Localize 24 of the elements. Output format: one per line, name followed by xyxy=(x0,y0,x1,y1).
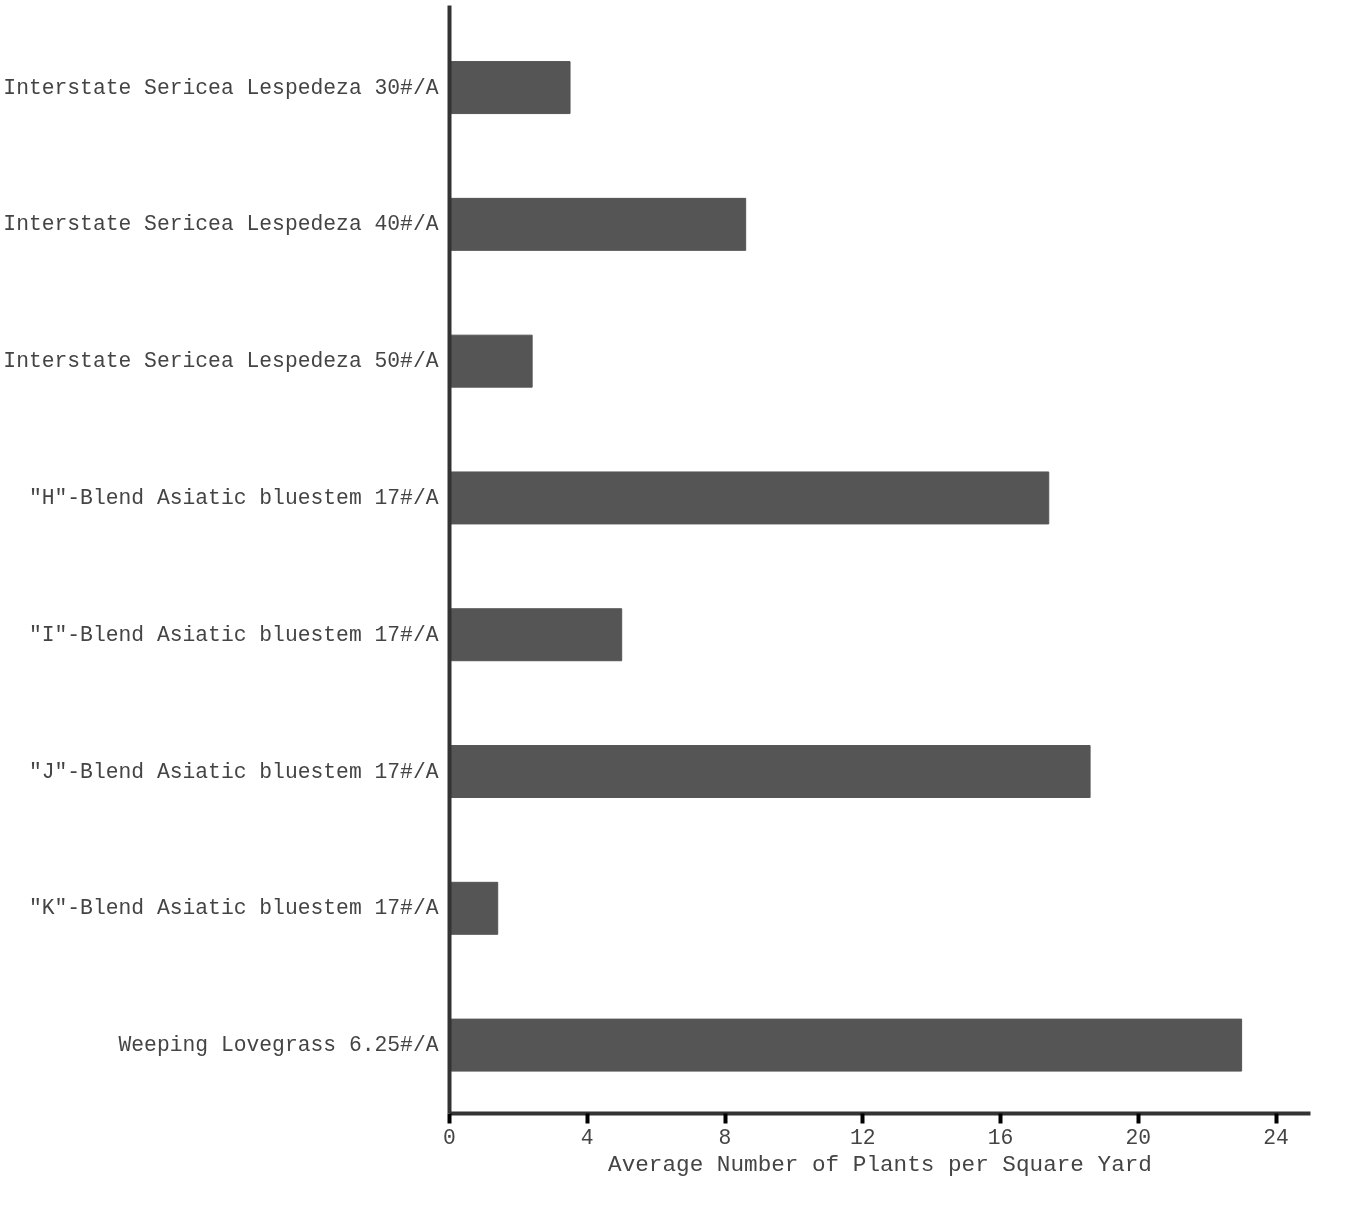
x-tick-label: 16 xyxy=(987,1125,1014,1150)
bar xyxy=(449,881,499,935)
bar xyxy=(449,745,1091,799)
y-tick-label: Interstate Sericea Lespedeza 30#/A xyxy=(3,75,439,100)
bar xyxy=(449,1018,1243,1072)
y-tick-label: Weeping Lovegrass 6.25#/A xyxy=(118,1033,439,1058)
x-tick-label: 4 xyxy=(580,1125,594,1150)
y-tick-label: Interstate Sericea Lespedeza 50#/A xyxy=(3,349,439,374)
bar xyxy=(449,61,571,115)
y-tick-label: "H"-Blend Asiatic bluestem 17#/A xyxy=(28,485,439,510)
x-tick-label: 12 xyxy=(849,1125,876,1150)
x-tick-label: 0 xyxy=(443,1125,456,1150)
y-tick-label: "J"-Blend Asiatic bluestem 17#/A xyxy=(28,759,439,784)
y-tick-label: "I"-Blend Asiatic bluestem 17#/A xyxy=(28,622,439,647)
x-tick-label: 20 xyxy=(1125,1125,1152,1150)
bar xyxy=(449,197,747,251)
bar xyxy=(449,471,1050,525)
x-tick-label: 24 xyxy=(1263,1125,1289,1150)
x-tick-label: 8 xyxy=(718,1125,732,1150)
bar xyxy=(449,608,623,662)
bar xyxy=(449,334,533,388)
y-tick-label: "K"-Blend Asiatic bluestem 17#/A xyxy=(28,896,439,921)
y-tick-label: Interstate Sericea Lespedeza 40#/A xyxy=(3,212,439,237)
x-axis-title: Average Number of Plants per Square Yard xyxy=(608,1151,1152,1178)
